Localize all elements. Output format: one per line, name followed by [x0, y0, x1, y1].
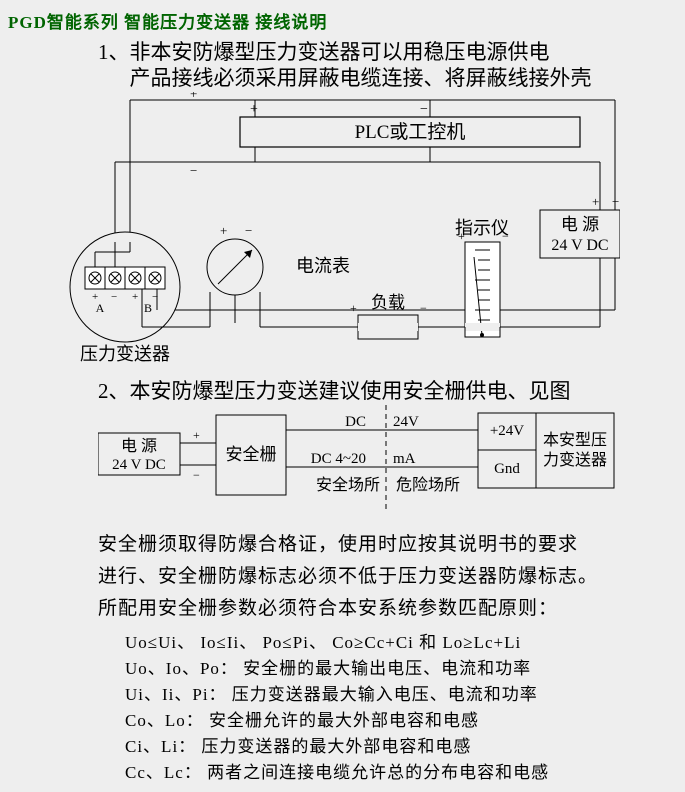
equation-2: Uo、Io、Po： 安全栅的最大输出电压、电流和功率 — [125, 654, 531, 679]
section1-line-b: 2、产品接线必须采用屏蔽电缆连接、将屏蔽线接外壳 — [98, 62, 592, 92]
svg-text:24 V DC: 24 V DC — [551, 237, 608, 254]
svg-text:24 V DC: 24 V DC — [112, 457, 166, 473]
svg-text:+: + — [592, 194, 599, 209]
plc-label: PLC或工控机 — [355, 121, 466, 143]
svg-text:+: + — [132, 291, 138, 303]
svg-text:−: − — [193, 468, 200, 482]
svg-text:Gnd: Gnd — [494, 461, 520, 477]
svg-text:−: − — [152, 291, 158, 303]
svg-text:+: + — [220, 223, 227, 238]
svg-text:负载: 负载 — [371, 293, 405, 312]
svg-text:−: − — [612, 194, 619, 209]
svg-text:−: − — [190, 163, 197, 178]
paragraph-2: 进行、安全栅防爆标志必须不低于压力变送器防爆标志。 — [98, 562, 598, 592]
svg-text:+: + — [190, 92, 197, 101]
svg-text:B: B — [144, 301, 152, 315]
page-title: PGD智能系列 智能压力变送器 接线说明 — [8, 8, 327, 33]
svg-text:−: − — [502, 229, 509, 243]
svg-text:−: − — [111, 291, 117, 303]
svg-text:本安型压: 本安型压 — [543, 431, 607, 449]
page: PGD智能系列 智能压力变送器 接线说明 1、非本安防爆型压力变送器可以用稳压电… — [0, 0, 685, 792]
equation-6: Cc、Lc： 两者之间连接电缆允许总的分布电容和电感 — [125, 758, 549, 783]
section2-text: 本安防爆型压力变送建议使用安全栅供电、见图 — [130, 379, 571, 403]
svg-text:−: − — [420, 102, 428, 117]
svg-text:力变送器: 力变送器 — [543, 451, 607, 469]
section2-num: 2、 — [98, 379, 130, 403]
equation-4: Co、Lo： 安全栅允许的最大外部电容和电感 — [125, 706, 479, 731]
section1-text-a: 非本安防爆型压力变送器可以用稳压电源供电 — [130, 40, 550, 64]
svg-text:安全栅: 安全栅 — [226, 445, 277, 464]
svg-text:mA: mA — [393, 451, 416, 467]
svg-text:+: + — [350, 301, 357, 315]
svg-text:+24V: +24V — [490, 423, 524, 439]
svg-text:安全场所: 安全场所 — [316, 476, 380, 494]
svg-text:24V: 24V — [393, 414, 419, 430]
equation-5: Ci、Li： 压力变送器的最大外部电容和电感 — [125, 732, 471, 757]
svg-text:压力变送器: 压力变送器 — [80, 344, 170, 364]
svg-text:危险场所: 危险场所 — [396, 476, 460, 494]
paragraph-3: 所配用安全栅参数必须符合本安系统参数匹配原则： — [98, 594, 558, 624]
svg-text:+: + — [250, 102, 258, 117]
equation-1: Uo≤Ui、 Io≤Ii、 Po≤Pi、 Co≥Cc+Ci 和 Lo≥Lc+Li — [125, 628, 521, 653]
svg-text:DC 4~20: DC 4~20 — [311, 451, 366, 467]
svg-text:A: A — [96, 301, 105, 315]
svg-text:+: + — [193, 428, 200, 442]
svg-text:电 源: 电 源 — [561, 215, 599, 234]
section2-line: 2、本安防爆型压力变送建议使用安全栅供电、见图 — [98, 375, 571, 405]
svg-text:DC: DC — [345, 414, 366, 430]
section1-text-b: 产品接线必须采用屏蔽电缆连接、将屏蔽线接外壳 — [130, 66, 592, 90]
equation-3: Ui、Ii、Pi： 压力变送器最大输入电压、电流和功率 — [125, 680, 538, 705]
svg-text:电流表: 电流表 — [296, 256, 350, 276]
svg-text:−: − — [420, 301, 427, 315]
wiring-diagram-1: PLC或工控机 + − — [60, 92, 620, 367]
section1-num: 1、 — [98, 40, 130, 64]
svg-text:−: − — [245, 223, 252, 238]
wiring-diagram-2: 电 源 24 V DC + − 安全栅 DC 24V DC 4~20 mA 安全… — [98, 405, 618, 515]
paragraph-1: 安全栅须取得防爆合格证，使用时应按其说明书的要求 — [98, 530, 578, 560]
svg-text:+: + — [458, 229, 465, 243]
svg-text:电 源: 电 源 — [121, 437, 157, 455]
